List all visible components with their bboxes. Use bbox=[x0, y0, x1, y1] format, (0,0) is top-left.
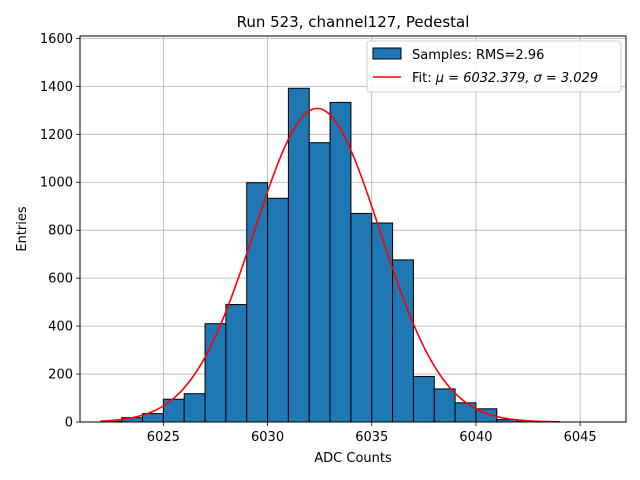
histogram-bar bbox=[267, 197, 289, 423]
axes-frame bbox=[79, 35, 627, 423]
y-tick-label: 1000 bbox=[40, 176, 73, 191]
histogram-bar bbox=[162, 398, 185, 423]
x-tick-label: 6025 bbox=[147, 430, 180, 445]
legend-samples-swatch bbox=[372, 47, 402, 60]
histogram-bar bbox=[371, 222, 394, 423]
y-tick-label: 0 bbox=[65, 416, 73, 431]
x-tick-label: 6035 bbox=[355, 430, 388, 445]
x-tick-label: 6045 bbox=[564, 430, 597, 445]
legend-box bbox=[366, 40, 622, 93]
histogram-bar bbox=[204, 323, 227, 423]
histogram-bars bbox=[100, 87, 560, 423]
legend-fit-label: Fit: μ = 6032.379, σ = 3.029 bbox=[412, 71, 598, 86]
histogram-bar bbox=[246, 182, 269, 423]
histogram-bar bbox=[392, 259, 414, 423]
histogram-bar bbox=[433, 388, 456, 423]
histogram-bar bbox=[454, 402, 477, 423]
x-axis-ticks: 6025 6030 6035 6040 6045 bbox=[147, 422, 597, 445]
legend-samples-label: Samples: RMS=2.96 bbox=[412, 48, 544, 63]
y-axis-ticks: 0 200 400 600 800 1000 1200 1400 1600 bbox=[40, 32, 80, 431]
x-tick-label: 6030 bbox=[251, 430, 284, 445]
y-tick-label: 200 bbox=[48, 368, 73, 383]
histogram-bar bbox=[350, 212, 373, 423]
legend: Samples: RMS=2.96 Fit: μ = 6032.379, σ =… bbox=[366, 40, 622, 93]
gaussian-fit-line bbox=[100, 107, 560, 423]
y-axis-label: Entries bbox=[15, 206, 30, 252]
chart-title: Run 523, channel127, Pedestal bbox=[237, 13, 470, 31]
histogram-bar bbox=[412, 375, 435, 423]
histogram-bar bbox=[287, 87, 310, 423]
x-tick-label: 6040 bbox=[459, 430, 492, 445]
y-tick-label: 800 bbox=[48, 224, 73, 239]
y-tick-label: 400 bbox=[48, 320, 73, 335]
histogram-bar bbox=[308, 142, 331, 423]
histogram-bar bbox=[329, 101, 352, 423]
histogram-bar bbox=[225, 304, 248, 423]
y-tick-label: 1200 bbox=[40, 128, 73, 143]
y-tick-label: 1400 bbox=[40, 80, 73, 95]
x-axis-label: ADC Counts bbox=[314, 451, 392, 466]
histogram-bar bbox=[183, 393, 206, 423]
y-tick-label: 600 bbox=[48, 272, 73, 287]
y-tick-label: 1600 bbox=[40, 32, 73, 47]
